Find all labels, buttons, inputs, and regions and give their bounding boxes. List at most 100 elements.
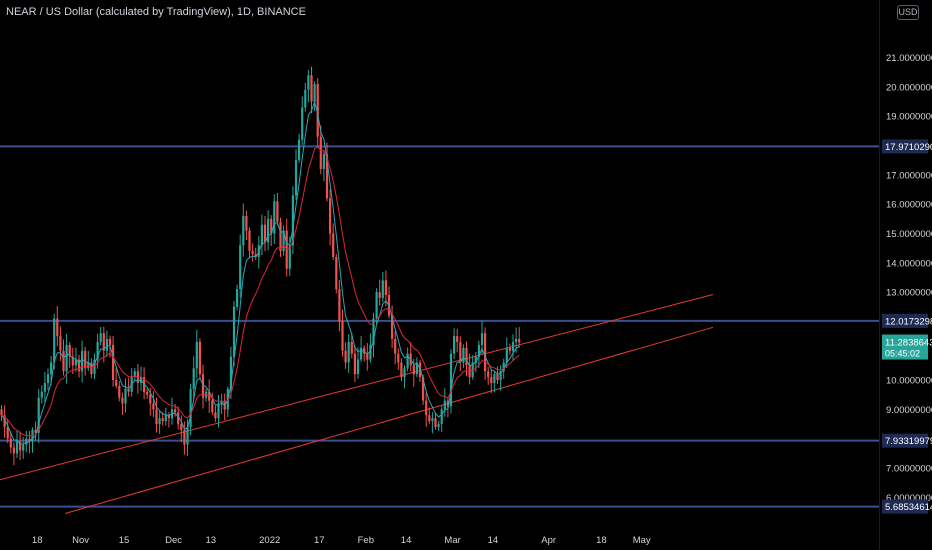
candle-body <box>84 350 87 369</box>
candle-body <box>322 154 325 169</box>
candle-body <box>167 415 170 419</box>
moving-averages <box>1 100 520 445</box>
candle-body <box>403 368 406 378</box>
candle-body <box>242 215 245 246</box>
candle-body <box>121 397 124 404</box>
price-axis: 21.00000000 20.00000000 19.00000000 17.0000… <box>886 53 932 504</box>
trend-line-upper <box>0 293 714 481</box>
level-price-badge <box>882 433 928 448</box>
candle-body <box>304 89 307 108</box>
candle-body <box>201 374 205 398</box>
axis-separator <box>879 0 880 550</box>
candle-body <box>53 318 56 363</box>
candle-body <box>353 353 356 375</box>
candle-body <box>459 341 462 363</box>
level-price-label: 7.93319979 <box>885 436 932 447</box>
candle-body <box>56 318 59 337</box>
candle-body <box>77 359 81 372</box>
candle-body <box>0 409 3 416</box>
horizontal-levels <box>0 145 879 508</box>
candle-body <box>270 218 273 234</box>
candle-body <box>177 412 180 425</box>
candle-body <box>291 195 294 246</box>
candle-body <box>474 356 477 363</box>
candle-body <box>267 218 270 243</box>
candle-body <box>112 344 115 381</box>
candle-body <box>391 315 394 340</box>
candle-body <box>329 198 332 234</box>
candle-body <box>440 409 443 425</box>
candle-body <box>81 350 84 372</box>
time-axis: 18 Nov 15 Dec 13 2022 17 Feb 14 Mar 14 Apr 18 May <box>32 535 651 546</box>
candle-body <box>214 412 217 419</box>
candle-body <box>220 400 223 404</box>
candle-body <box>462 347 465 363</box>
candle-body <box>37 397 40 433</box>
candle-body <box>251 251 254 255</box>
price-tick-label: 15.00000000 <box>886 229 932 240</box>
price-tick-label: 10.00000000 <box>886 376 932 387</box>
candle-body <box>313 83 316 102</box>
level-price-label: 12.01732980 <box>885 316 932 327</box>
candle-body <box>422 377 425 401</box>
price-tick-label: 6.00000000 <box>886 493 932 504</box>
candle-body <box>217 403 220 419</box>
ma-slow-line <box>1 146 520 437</box>
candles <box>0 66 521 466</box>
candle-body <box>276 201 279 222</box>
price-tick-label: 16.00000000 <box>886 200 932 211</box>
candle-body <box>146 391 149 395</box>
candle-body <box>406 353 409 369</box>
level-price-badge <box>882 313 928 328</box>
candle-body <box>508 347 511 351</box>
time-tick-label: 13 <box>206 535 217 546</box>
candle-body <box>415 362 418 375</box>
candle-body <box>74 359 77 366</box>
candle-body <box>22 444 25 451</box>
price-tick-label: 21.00000000 <box>886 53 932 64</box>
trend-line-lower <box>64 326 714 514</box>
price-tick-label: 14.00000000 <box>886 258 932 269</box>
candle-body <box>118 385 121 398</box>
candle-body <box>25 438 28 445</box>
candle-body <box>87 362 90 369</box>
time-tick-label: Nov <box>72 535 89 546</box>
candle-body <box>248 230 251 252</box>
candle-body <box>446 400 449 407</box>
candle-body <box>316 83 319 137</box>
candle-body <box>434 418 437 427</box>
candle-body <box>453 336 456 354</box>
candle-body <box>325 154 329 199</box>
candle-body <box>465 347 468 366</box>
candle-body <box>294 160 298 196</box>
candle-body <box>124 388 127 404</box>
candle-body <box>449 353 453 407</box>
candle-body <box>152 403 155 410</box>
currency-button[interactable]: USD <box>897 5 919 20</box>
candle-body <box>480 333 484 345</box>
candle-body <box>6 426 9 439</box>
time-tick-label: May <box>633 535 651 546</box>
time-tick-label: 18 <box>596 535 607 546</box>
candle-body <box>236 289 239 307</box>
time-tick-label: 14 <box>401 535 412 546</box>
time-tick-label: 2022 <box>259 535 280 546</box>
candle-body <box>186 426 189 445</box>
candle-body <box>3 415 6 427</box>
candle-body <box>394 339 397 354</box>
candle-body <box>515 339 518 342</box>
candle-body <box>425 400 428 416</box>
price-tick-label: 9.00000000 <box>886 405 932 416</box>
candle-body <box>341 321 344 351</box>
candle-body <box>62 350 65 372</box>
candle-body <box>412 365 415 375</box>
candle-body <box>356 359 360 375</box>
candle-body <box>192 368 195 389</box>
candle-body <box>319 136 322 169</box>
price-tick-label: 20.00000000 <box>886 82 932 93</box>
candle-body <box>344 350 347 363</box>
candle-body <box>43 383 46 392</box>
candle-body <box>161 418 164 422</box>
candle-body <box>15 441 19 454</box>
